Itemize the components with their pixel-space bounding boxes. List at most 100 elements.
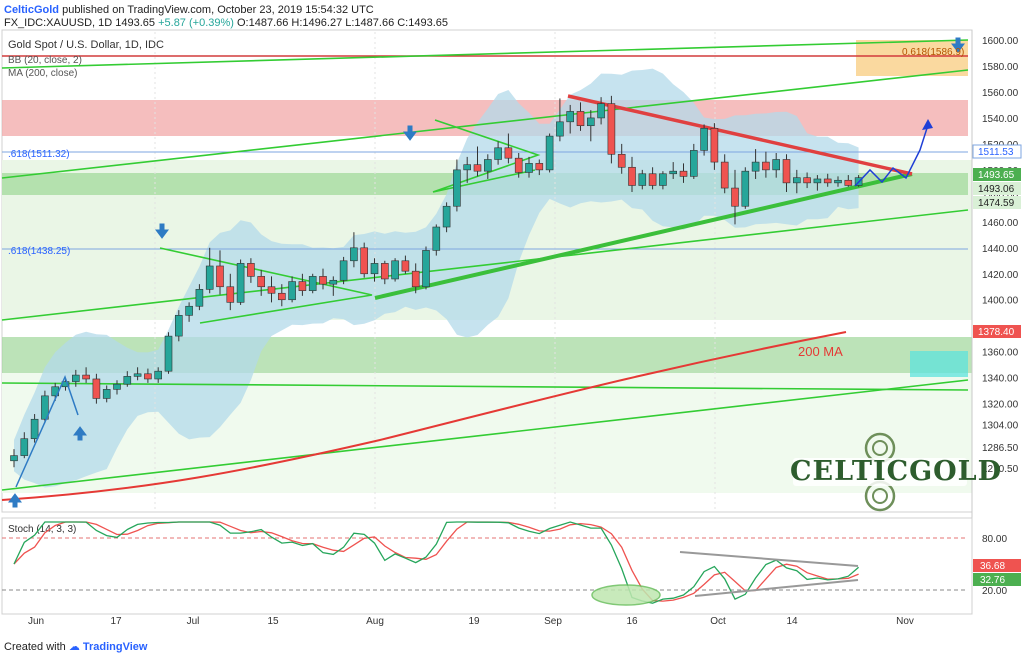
badge-1493-06-text: 1493.06	[978, 184, 1015, 195]
chart-title: Gold Spot / U.S. Dollar, 1D, IDC	[8, 39, 164, 51]
pennant-august	[432, 119, 541, 193]
candle-body	[329, 279, 338, 285]
candle-body	[669, 170, 678, 175]
candle-body	[659, 173, 667, 186]
stoch-pane	[1, 517, 973, 615]
symbol[interactable]: FX_IDC:XAUUSD, 1D	[4, 17, 113, 29]
candle-body	[308, 276, 317, 291]
last-price: 1493.65	[115, 17, 156, 29]
candle-body	[10, 455, 18, 462]
trend-lines	[1, 39, 969, 491]
candle-body	[144, 373, 152, 380]
candle-body	[762, 161, 770, 171]
time-tick-label: 14	[786, 616, 798, 627]
candlestick-series	[10, 95, 863, 468]
price-tick-label: 1460.00	[982, 218, 1019, 229]
candle-body	[586, 117, 595, 127]
badge-1493-65-text: 1493.65	[978, 170, 1015, 181]
candle-body	[566, 111, 575, 123]
tradingview-brand[interactable]: TradingView	[82, 641, 148, 653]
price-tick-label: 1540.00	[982, 114, 1019, 125]
price-tick-label: 1440.00	[982, 244, 1019, 255]
stoch-axis-80: 80.00	[982, 534, 1007, 545]
stoch-d-badge	[973, 573, 1021, 586]
time-tick-label: 16	[626, 616, 638, 627]
logo-text: CELTICGOLD	[790, 456, 1003, 487]
candle-body	[370, 263, 379, 275]
trend-line-bottom	[1, 379, 969, 491]
candle-body	[216, 265, 224, 288]
annotation-arrows	[8, 37, 965, 508]
badge-1493-65	[973, 168, 1021, 181]
trend-line-channel-upper	[1, 69, 969, 179]
stoch-d-badge-text: 32.76	[980, 575, 1005, 586]
candle-body	[113, 383, 121, 390]
candle-body	[20, 438, 29, 456]
candle-body	[494, 147, 502, 160]
price-tick-label: 1400.00	[982, 296, 1019, 307]
time-axis[interactable]: Jun 17 Jul 15 Aug 19 Sep 16 Oct 14 Nov	[28, 616, 914, 627]
candle-body	[267, 286, 276, 294]
candle-body	[556, 121, 564, 137]
forecast-path	[854, 124, 929, 187]
candle-body	[226, 286, 235, 303]
candle-body	[514, 157, 523, 173]
trend-line-flat	[1, 382, 969, 391]
stoch-axis-20: 20.00	[982, 586, 1007, 597]
candle-body	[205, 265, 214, 290]
price-tick-label: 1320.00	[982, 400, 1019, 411]
publish-info: CelticGold published on TradingView.com,…	[4, 4, 374, 16]
candle-body	[535, 163, 544, 171]
candle-body	[185, 305, 193, 316]
candle-body	[257, 276, 266, 288]
candle-body	[834, 179, 842, 184]
candle-body	[792, 177, 801, 184]
ma-legend: MA (200, close)	[8, 68, 77, 79]
candle-body	[803, 177, 811, 184]
stoch-d-line	[13, 521, 859, 602]
candle-body	[844, 179, 853, 186]
fib-label-1438: .618(1438.25)	[8, 246, 70, 257]
bb-legend: BB (20, close, 2)	[8, 55, 82, 66]
candle-body	[648, 173, 657, 186]
stoch-k-badge-text: 36.68	[980, 561, 1005, 572]
trend-line-channel-lower	[1, 209, 969, 321]
candle-body	[679, 170, 688, 177]
price-tick-label: 1286.50	[982, 443, 1019, 454]
time-tick-label: Jul	[187, 616, 200, 627]
time-tick-label: 17	[110, 616, 122, 627]
candle-body	[473, 164, 482, 172]
price-tick-label: 1580.00	[982, 62, 1019, 73]
candle-body	[41, 395, 49, 420]
celticgold-logo: CELTICGOLD	[790, 430, 1003, 512]
candle-body	[175, 315, 183, 337]
arrow-down-icon	[403, 125, 417, 141]
candle-body	[741, 170, 750, 207]
time-tick-label: 15	[267, 616, 279, 627]
time-tick-label: Nov	[896, 616, 914, 627]
ma-label: 200 MA	[798, 344, 843, 359]
candle-body	[319, 276, 327, 285]
candle-body	[463, 164, 472, 171]
arrow-down-icon	[155, 223, 169, 239]
badge-1378	[973, 325, 1021, 338]
badge-1474-text: 1474.59	[978, 198, 1015, 209]
price-tick-label: 1560.00	[982, 88, 1019, 99]
candle-body	[401, 260, 410, 272]
price-tick-label: 1600.00	[982, 36, 1019, 47]
price-axis[interactable]: 1600.001580.001560.001540.001520.001500.…	[971, 30, 1019, 614]
candle-body	[298, 281, 307, 291]
fib-label-1586: 0.618(1586.9)	[902, 47, 964, 58]
candle-body	[102, 389, 111, 399]
time-tick-label: Jun	[28, 616, 44, 627]
bb-fill	[14, 68, 859, 488]
candle-body	[422, 250, 430, 288]
candle-body	[751, 161, 760, 172]
support-line-thick	[374, 172, 913, 300]
downtrend-line	[567, 94, 913, 176]
badge-1493-06	[973, 182, 1021, 195]
publisher-name[interactable]: CelticGold	[4, 4, 60, 16]
price-change: +5.87 (+0.39%)	[158, 17, 234, 29]
price-tick-label: 1340.00	[982, 374, 1019, 385]
